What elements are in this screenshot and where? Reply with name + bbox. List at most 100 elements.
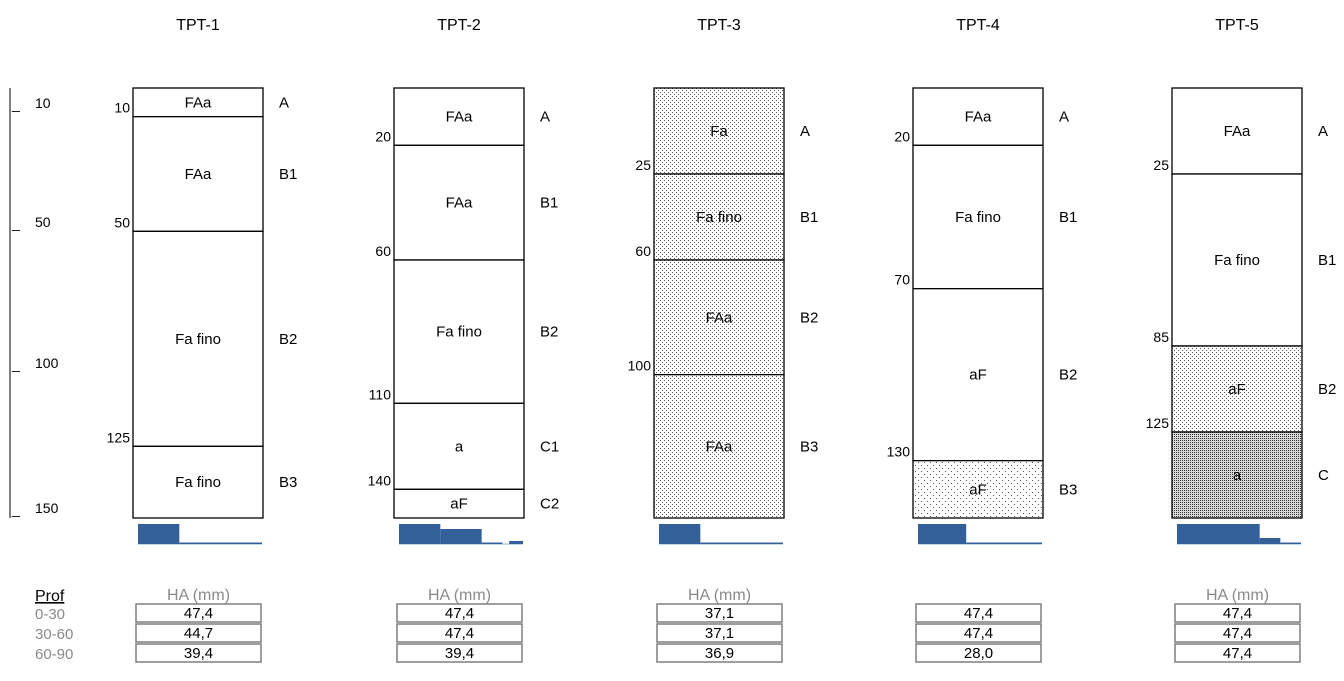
ha-value: 37,1 (705, 605, 734, 622)
layer-texture-label: Fa fino (436, 324, 482, 341)
layer-texture-label: Fa (710, 123, 728, 140)
depth-range-label: 30-60 (35, 626, 73, 643)
ha-value-cell (656, 623, 783, 643)
boundary-depth-label: 25 (635, 157, 651, 173)
boundary-depth-label: 25 (1153, 157, 1169, 173)
layer-horizon-label: A (1318, 123, 1328, 140)
ha-header: HA (mm) (688, 587, 751, 604)
soil-layer (912, 460, 1044, 519)
layer-horizon-label: B2 (1318, 381, 1336, 398)
profile-tpt-1: TPT-1 FAa A FAa B1 Fa fino B2 Fa fino B3 10 50 125 (107, 17, 297, 545)
ha-table-tpt-2: HA (mm)47,447,439,4 (396, 587, 523, 663)
ha-table-tpt-1: HA (mm)47,4 44,7 39,4 (135, 587, 262, 663)
soil-layer (393, 144, 525, 261)
layer-horizon-label: B2 (279, 331, 297, 348)
ha-value-cell (396, 623, 523, 643)
soil-layer (393, 259, 525, 404)
ha-bar-step (440, 529, 482, 544)
ha-value: 37,1 (705, 625, 734, 642)
layer-texture-label: a (455, 438, 464, 455)
profile-tpt-4: TPT-4 FAa A Fa fino B1 aF B2 aF B3 20 70 130 (887, 17, 1077, 545)
layer-horizon-label: C1 (540, 438, 559, 455)
profile-tpt-3: TPT-3 Fa A Fa fino B1 FAa B2 FAa B3 25 60 100 (628, 17, 818, 545)
profile-title: TPT-4 (956, 17, 1000, 34)
layer-texture-label: FAa (185, 166, 212, 183)
layer-horizon-label: B1 (540, 195, 558, 212)
ha-value: 47,4 (445, 605, 474, 622)
ha-value-cell (135, 603, 262, 623)
ha-value: 39,4 (445, 645, 474, 662)
ha-header: HA (mm) (1206, 587, 1269, 604)
profile-title: TPT-5 (1215, 17, 1259, 34)
soil-layer (1171, 87, 1303, 175)
soil-layer (1171, 345, 1303, 433)
depth-scale-tick-label: 150 (35, 500, 59, 516)
layer-horizon-label: B3 (800, 438, 818, 455)
ha-value: 47,4 (445, 625, 474, 642)
soil-layer (653, 374, 785, 519)
profile-tpt-2: TPT-2 FAa A FAa B1 Fa fino B2 a C1 aF C2 20 60 110 140 (368, 17, 559, 545)
ha-bar-step (700, 542, 783, 544)
ha-value: 47,4 (964, 605, 993, 622)
ha-value-cell (656, 603, 783, 623)
layer-horizon-label: C2 (540, 496, 559, 513)
layer-horizon-label: A (1059, 109, 1069, 126)
boundary-depth-label: 20 (894, 128, 910, 144)
layer-texture-label: aF (969, 481, 987, 498)
boundary-depth-label: 130 (887, 444, 911, 460)
ha-value: 47,4 (1223, 605, 1252, 622)
layer-horizon-label: C (1318, 467, 1329, 484)
ha-value-cell (1174, 603, 1301, 623)
boundary-depth-label: 110 (369, 386, 392, 402)
layer-texture-label: a (1233, 467, 1242, 484)
layer-texture-label: Fa fino (1214, 252, 1260, 269)
depth-scale-tick-label: 100 (35, 355, 59, 371)
soil-layer (132, 445, 264, 519)
profile-tpt-5: TPT-5 FAa A Fa fino B1 aF B2 a C 25 85 125 (1146, 17, 1336, 545)
ha-table-tpt-4: 47,4 47,4 28,0 (915, 603, 1042, 663)
boundary-depth-label: 60 (375, 243, 391, 259)
layer-texture-label: FAa (185, 94, 212, 111)
layer-horizon-label: B2 (800, 309, 818, 326)
ha-value: 39,4 (184, 645, 213, 662)
ha-table-tpt-3: HA (mm)37,137,136,9 (656, 587, 783, 663)
soil-layer (1171, 431, 1303, 519)
ha-value-cell (1174, 643, 1301, 663)
ha-value: 28,0 (964, 645, 993, 662)
soil-layer (653, 87, 785, 175)
profile-title: TPT-1 (176, 17, 220, 34)
ha-value: 36,9 (705, 645, 734, 662)
depth-scale: _ 10 _ 50 _ 100 _ 150 (9, 88, 59, 518)
ha-step-bar (399, 524, 523, 545)
soil-layer (912, 288, 1044, 462)
soil-layer (653, 259, 785, 376)
layer-texture-label: FAa (446, 109, 473, 126)
layer-horizon-label: B3 (1059, 481, 1077, 498)
layer-horizon-label: A (279, 94, 289, 111)
layer-horizon-label: A (540, 109, 550, 126)
ha-step-bar (138, 524, 262, 545)
ha-value: 47,4 (1223, 625, 1252, 642)
ha-value-cell (656, 643, 783, 663)
ha-step-bar (659, 524, 783, 545)
boundary-depth-label: 140 (368, 472, 392, 488)
ha-bar-step (1177, 524, 1260, 544)
ha-value: 47,4 (184, 605, 213, 622)
ha-value-cell (396, 643, 523, 663)
ha-bar-step (481, 542, 503, 544)
ha-value-cell (1174, 623, 1301, 643)
ha-value: 47,4 (964, 625, 993, 642)
boundary-depth-label: 60 (635, 243, 651, 259)
boundary-depth-label: 50 (114, 214, 130, 230)
depth-scale-tick-label: 10 (35, 95, 51, 111)
layer-texture-label: Fa fino (955, 209, 1001, 226)
boundary-depth-label: 100 (628, 358, 652, 374)
ha-bar-step (1259, 538, 1281, 544)
prof-header: Prof (35, 588, 65, 605)
layer-texture-label: aF (450, 496, 468, 513)
depth-range-label: 0-30 (35, 606, 65, 623)
ha-header: HA (mm) (167, 587, 230, 604)
boundary-depth-label: 70 (894, 272, 910, 288)
ha-bar-step (1280, 542, 1301, 544)
